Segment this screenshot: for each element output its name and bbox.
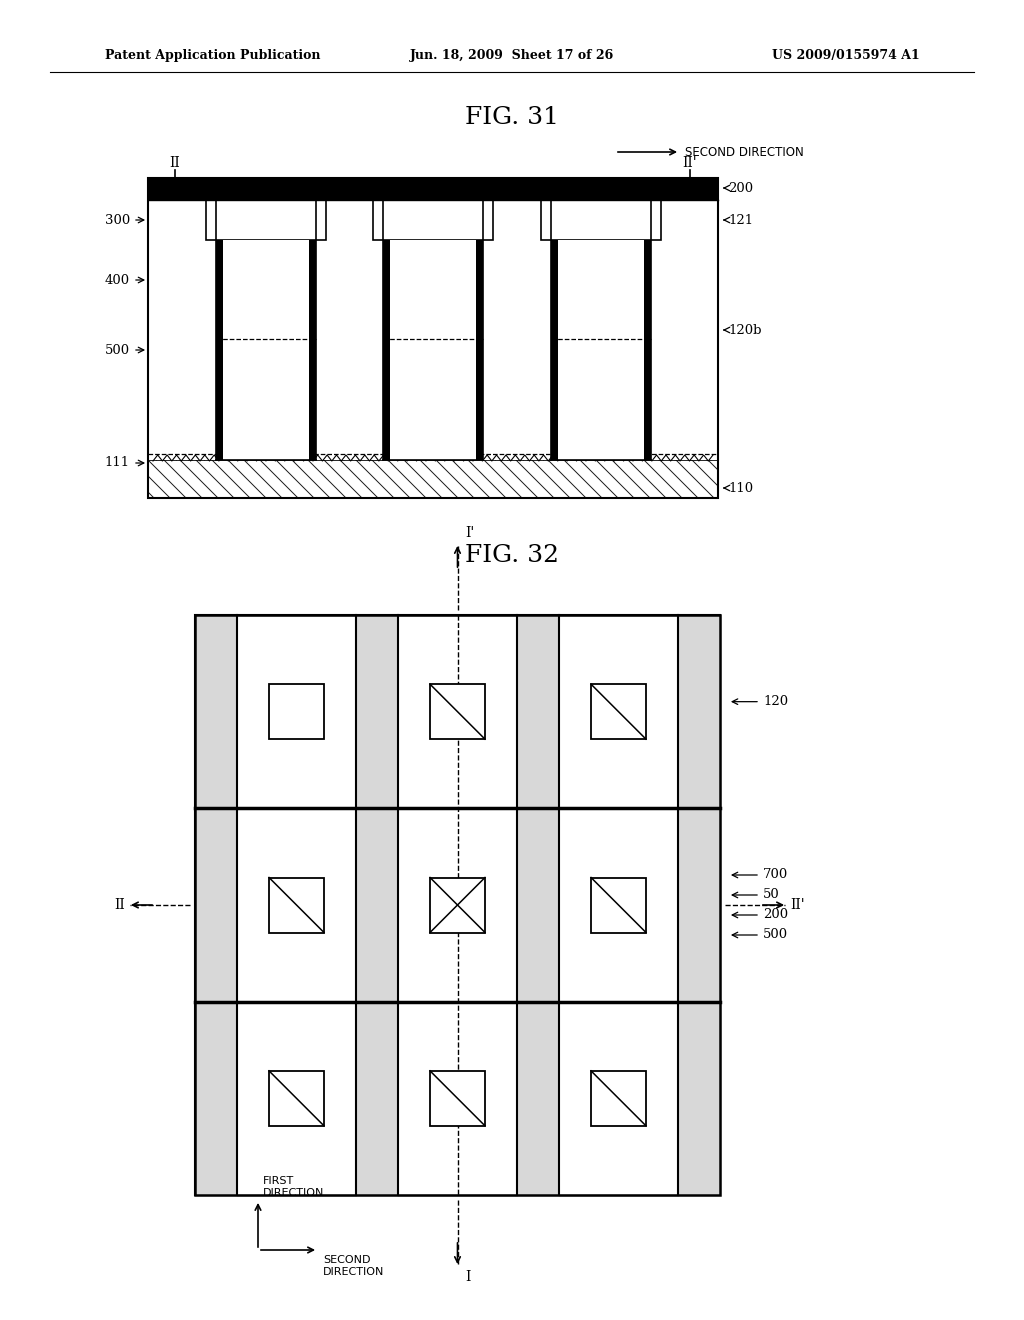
- Text: 120b: 120b: [728, 323, 762, 337]
- Text: 200: 200: [728, 181, 753, 194]
- Bar: [195, 615, 720, 1195]
- Text: FIG. 31: FIG. 31: [465, 107, 559, 129]
- Bar: [373, 201, 493, 240]
- Text: 500: 500: [104, 343, 130, 356]
- Text: I': I': [466, 525, 475, 540]
- Bar: [390, 240, 476, 459]
- Bar: [269, 684, 324, 739]
- Bar: [148, 178, 718, 201]
- Bar: [237, 615, 356, 1195]
- Text: 200: 200: [763, 908, 788, 921]
- Bar: [430, 1071, 485, 1126]
- Bar: [269, 1071, 324, 1126]
- Bar: [591, 684, 646, 739]
- Text: 700: 700: [763, 869, 788, 882]
- Text: 120: 120: [763, 696, 788, 708]
- Text: I: I: [466, 1270, 471, 1284]
- Bar: [148, 447, 718, 459]
- Text: Jun. 18, 2009  Sheet 17 of 26: Jun. 18, 2009 Sheet 17 of 26: [410, 49, 614, 62]
- Bar: [356, 615, 398, 1195]
- Bar: [650, 201, 718, 459]
- Text: SECOND DIRECTION: SECOND DIRECTION: [685, 145, 804, 158]
- Bar: [517, 615, 559, 1195]
- Bar: [559, 615, 678, 1195]
- Bar: [430, 684, 485, 739]
- Bar: [483, 201, 551, 459]
- Bar: [476, 201, 483, 459]
- Text: II': II': [683, 156, 697, 170]
- Bar: [148, 178, 718, 498]
- Bar: [678, 615, 720, 1195]
- Text: 111: 111: [104, 457, 130, 470]
- Text: 300: 300: [104, 214, 130, 227]
- Bar: [591, 684, 646, 739]
- Text: II': II': [790, 898, 805, 912]
- Bar: [215, 201, 315, 459]
- Text: II: II: [170, 156, 180, 170]
- Text: 400: 400: [104, 273, 130, 286]
- Bar: [430, 684, 485, 739]
- Bar: [591, 1071, 646, 1126]
- Text: 110: 110: [728, 482, 753, 495]
- Bar: [551, 201, 557, 459]
- Bar: [557, 240, 643, 459]
- Bar: [148, 201, 215, 459]
- Bar: [215, 201, 222, 459]
- Text: FIG. 32: FIG. 32: [465, 544, 559, 566]
- Bar: [383, 201, 483, 459]
- Text: 50: 50: [763, 888, 779, 902]
- Bar: [222, 240, 308, 459]
- Bar: [269, 684, 324, 739]
- Bar: [206, 201, 326, 240]
- Bar: [148, 201, 718, 459]
- Bar: [195, 615, 237, 1195]
- Text: 121: 121: [728, 214, 753, 227]
- Bar: [269, 878, 324, 932]
- Bar: [430, 1071, 485, 1126]
- Bar: [315, 201, 383, 459]
- Text: II: II: [115, 898, 125, 912]
- Bar: [148, 459, 718, 498]
- Text: US 2009/0155974 A1: US 2009/0155974 A1: [772, 49, 920, 62]
- Bar: [383, 201, 390, 459]
- Bar: [430, 878, 485, 932]
- Bar: [643, 201, 650, 459]
- Text: 500: 500: [763, 928, 788, 941]
- Bar: [269, 1071, 324, 1126]
- Bar: [398, 615, 517, 1195]
- Bar: [591, 878, 646, 932]
- Text: SECOND
DIRECTION: SECOND DIRECTION: [323, 1255, 384, 1276]
- Bar: [591, 878, 646, 932]
- Bar: [308, 201, 315, 459]
- Text: Patent Application Publication: Patent Application Publication: [105, 49, 321, 62]
- Bar: [269, 878, 324, 932]
- Bar: [195, 615, 720, 1195]
- Bar: [541, 201, 660, 240]
- Bar: [430, 878, 485, 932]
- Bar: [591, 1071, 646, 1126]
- Text: FIRST
DIRECTION: FIRST DIRECTION: [263, 1176, 325, 1199]
- Bar: [551, 201, 650, 459]
